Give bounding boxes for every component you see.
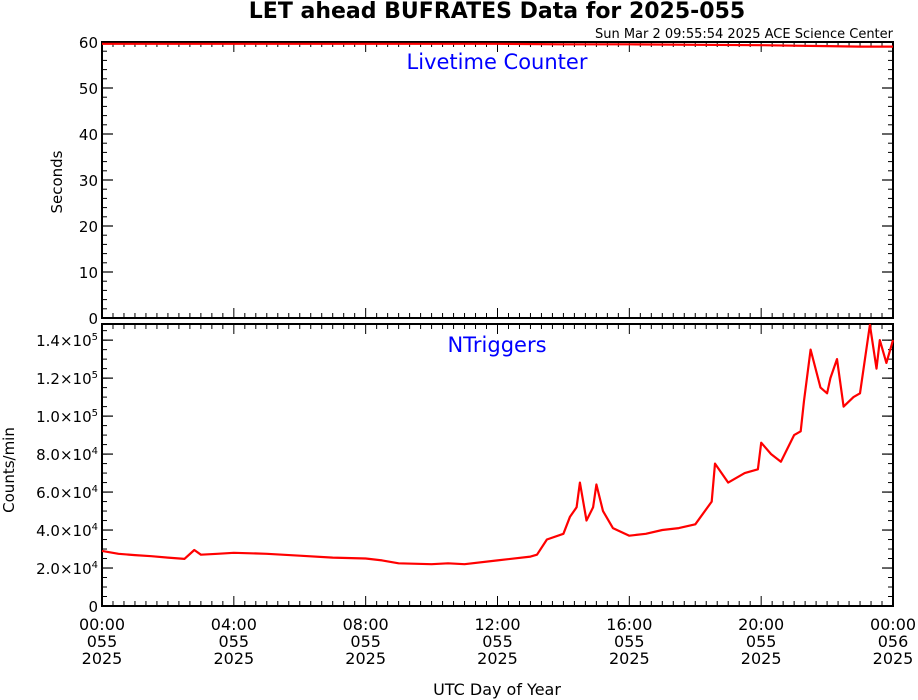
x-tick-label-year: 2025 [82,649,123,668]
panel2-y-tick-label: 4.0×104 [36,522,98,540]
x-tick-label-time: 04:00 [211,615,257,634]
panel1-series-line [102,42,893,48]
x-tick-label-time: 00:00 [870,615,916,634]
x-tick-label-year: 2025 [213,649,254,668]
x-tick-label-time: 00:00 [79,615,125,634]
x-tick-label-time: 12:00 [474,615,520,634]
panel2-y-tick-label: 1.2×105 [36,370,98,388]
x-tick-label-time: 16:00 [606,615,652,634]
panel1-y-tick-label: 0 [88,310,98,328]
panel2-ylabel: Counts/min [0,427,18,513]
panel2-series-line [101,323,895,566]
panel1-y-tick-label: 20 [79,218,98,236]
panel2-y-tick-label: 8.0×104 [36,446,98,464]
panel1-frame [101,41,894,319]
panel1-y-tick-label: 50 [79,80,98,98]
x-tick-label-doy: 055 [746,632,777,651]
panel1-series-label: Livetime Counter [407,50,588,74]
x-tick-label-year: 2025 [741,649,782,668]
x-tick-label-time: 20:00 [738,615,784,634]
panel2-series-label: NTriggers [447,333,546,357]
panel1-ylabel: Seconds [48,150,66,213]
panel2-y-tick-label: 1.0×105 [36,408,98,426]
x-tick-label-year: 2025 [345,649,386,668]
x-tick-label-time: 08:00 [343,615,389,634]
x-tick-label-doy: 056 [878,632,909,651]
x-tick-label-year: 2025 [609,649,650,668]
x-tick-label-year: 2025 [873,649,914,668]
panel2-y-tick-label: 2.0×104 [36,560,98,578]
panel2-frame [101,323,894,607]
panel1-y-tick-label: 40 [79,126,98,144]
panel1-y-tick-label: 60 [79,34,98,52]
panel1-y-tick-label: 30 [79,172,98,190]
x-tick-label-doy: 055 [482,632,513,651]
panel2-y-tick-label: 6.0×104 [36,484,98,502]
x-tick-label-doy: 055 [350,632,381,651]
x-tick-label-doy: 055 [87,632,118,651]
x-tick-label-year: 2025 [477,649,518,668]
x-tick-label-doy: 055 [614,632,645,651]
panel2-y-tick-label: 0 [88,598,98,616]
chart-title: LET ahead BUFRATES Data for 2025-055 [249,0,745,24]
generation-timestamp: Sun Mar 2 09:55:54 2025 ACE Science Cent… [595,27,894,42]
panel1-y-tick-label: 10 [79,264,98,282]
panel2-y-tick-label: 1.4×105 [36,332,98,350]
x-axis-title: UTC Day of Year [433,680,561,699]
x-tick-label-doy: 055 [219,632,250,651]
